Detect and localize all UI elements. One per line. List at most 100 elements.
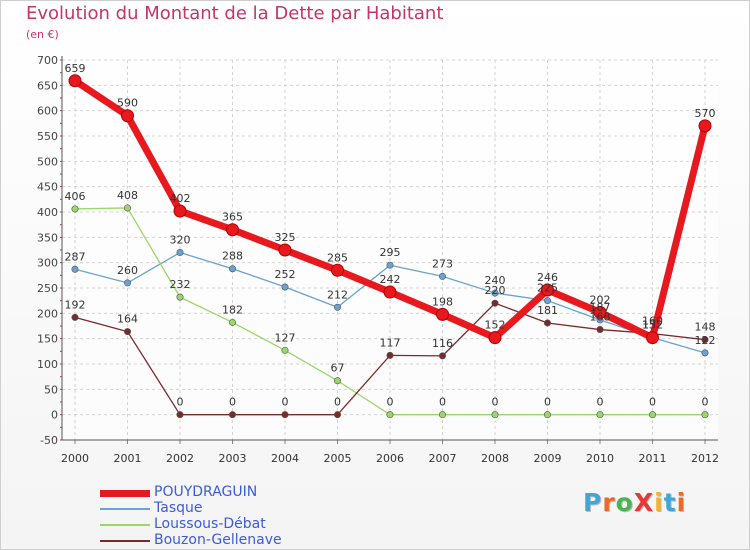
data-label: 240 xyxy=(485,274,506,287)
data-label: 181 xyxy=(537,304,558,317)
data-point xyxy=(333,377,341,385)
data-label: 152 xyxy=(485,319,506,332)
data-label: 122 xyxy=(695,334,716,347)
data-point xyxy=(701,411,709,419)
data-label: 164 xyxy=(117,313,138,326)
data-label: 252 xyxy=(275,268,296,281)
y-tick-label: 0 xyxy=(51,409,58,422)
x-tick-label: 2003 xyxy=(219,452,247,465)
data-label: 288 xyxy=(222,250,243,263)
data-label: 182 xyxy=(222,303,243,316)
data-label: 198 xyxy=(432,295,453,308)
data-point xyxy=(333,303,341,311)
data-label: 260 xyxy=(117,264,138,277)
y-tick-label: 50 xyxy=(44,383,58,396)
y-tick-label: 350 xyxy=(37,231,58,244)
data-point xyxy=(176,293,184,301)
data-point xyxy=(71,265,79,273)
data-label: 590 xyxy=(117,97,138,110)
y-tick-label: 400 xyxy=(37,206,58,219)
y-tick-label: 250 xyxy=(37,282,58,295)
data-point xyxy=(596,326,604,334)
data-point xyxy=(278,243,292,257)
data-label: 365 xyxy=(222,211,243,224)
data-point xyxy=(438,272,446,280)
data-label: 0 xyxy=(439,396,446,409)
data-point xyxy=(491,411,499,419)
y-tick-label: 100 xyxy=(37,358,58,371)
y-tick-label: 650 xyxy=(37,79,58,92)
legend-label: Tasque xyxy=(154,500,203,516)
chart-unit-label: (en €) xyxy=(26,28,59,41)
data-label: 148 xyxy=(695,321,716,334)
data-point xyxy=(491,299,499,307)
x-tick-label: 2004 xyxy=(271,452,299,465)
data-point xyxy=(698,119,712,133)
chart-title: Evolution du Montant de la Dette par Hab… xyxy=(26,3,444,24)
data-label: 570 xyxy=(695,107,716,120)
x-tick-label: 2007 xyxy=(429,452,457,465)
data-label: 67 xyxy=(331,362,345,375)
data-label: 325 xyxy=(275,231,296,244)
data-point xyxy=(646,331,659,345)
data-point xyxy=(701,336,709,344)
data-label: 242 xyxy=(380,273,401,286)
data-label: 0 xyxy=(702,396,709,409)
data-point xyxy=(383,285,397,299)
legend-swatch xyxy=(100,524,150,526)
data-label: 0 xyxy=(597,396,604,409)
data-label: 0 xyxy=(282,396,289,409)
data-point xyxy=(701,349,709,357)
plot-area xyxy=(62,60,718,440)
data-label: 402 xyxy=(170,192,191,205)
data-label: 320 xyxy=(170,234,191,247)
data-point xyxy=(491,289,499,297)
data-point xyxy=(121,109,134,123)
data-point xyxy=(226,223,239,237)
data-label: 0 xyxy=(177,396,184,409)
data-point xyxy=(229,265,237,273)
x-tick-label: 2011 xyxy=(639,452,667,465)
data-label: 295 xyxy=(380,246,401,259)
data-point xyxy=(173,204,187,218)
data-point xyxy=(543,319,551,327)
data-label: 232 xyxy=(170,278,191,291)
x-tick-label: 2005 xyxy=(324,452,352,465)
data-point xyxy=(124,328,132,336)
x-tick-label: 2008 xyxy=(481,452,509,465)
data-point xyxy=(281,346,289,354)
data-point xyxy=(71,313,79,321)
data-point xyxy=(438,411,446,419)
data-label: 0 xyxy=(649,396,656,409)
data-label: 152 xyxy=(642,319,663,332)
data-label: 406 xyxy=(65,190,86,203)
data-point xyxy=(386,411,394,419)
data-label: 408 xyxy=(117,189,138,202)
data-point xyxy=(541,283,554,297)
legend-swatch xyxy=(100,540,150,542)
data-label: 287 xyxy=(65,250,86,263)
legend-label: Loussous-Débat xyxy=(154,516,266,532)
x-tick-label: 2012 xyxy=(691,452,719,465)
data-point xyxy=(488,331,502,345)
data-point xyxy=(333,411,341,419)
data-label: 0 xyxy=(334,396,341,409)
x-tick-label: 2009 xyxy=(534,452,562,465)
x-tick-label: 2002 xyxy=(166,452,194,465)
data-label: 212 xyxy=(327,288,348,301)
data-point xyxy=(596,411,604,419)
y-tick-label: -50 xyxy=(40,434,58,447)
data-point xyxy=(124,204,132,212)
data-label: 0 xyxy=(387,396,394,409)
data-point xyxy=(281,283,289,291)
legend-swatch xyxy=(100,508,150,510)
data-label: 273 xyxy=(432,257,453,270)
y-tick-label: 600 xyxy=(37,105,58,118)
y-tick-label: 450 xyxy=(37,181,58,194)
data-point xyxy=(68,74,82,88)
y-tick-label: 700 xyxy=(37,54,58,67)
data-label: 117 xyxy=(380,336,401,349)
x-tick-label: 2006 xyxy=(376,452,404,465)
data-point xyxy=(438,352,446,360)
data-label: 192 xyxy=(65,298,86,311)
